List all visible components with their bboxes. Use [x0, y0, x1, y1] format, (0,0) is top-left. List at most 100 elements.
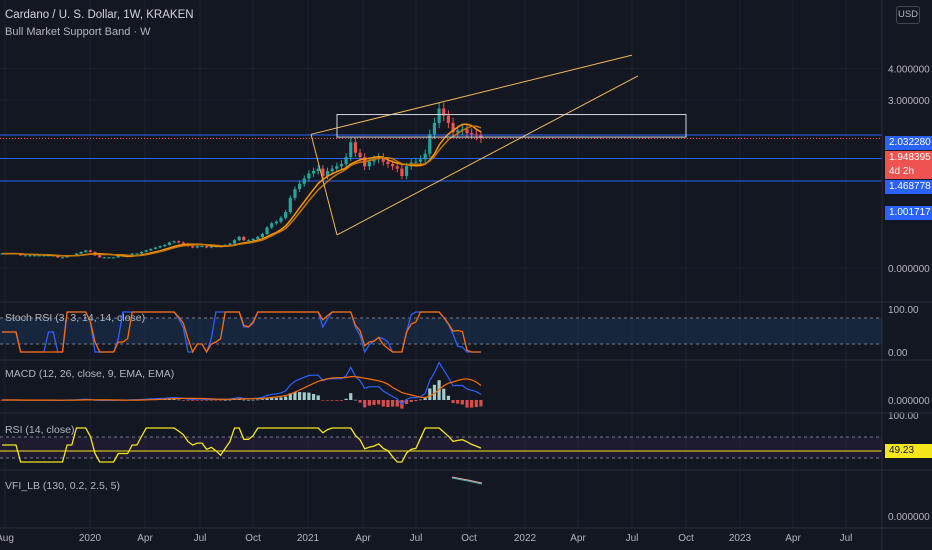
- candle: [432, 122, 437, 135]
- vfi-signal-line: [451, 477, 483, 485]
- candle: [428, 134, 432, 154]
- candle: [144, 250, 148, 252]
- candle: [307, 173, 311, 179]
- macd-histogram-bar: [316, 395, 320, 400]
- candle: [298, 183, 302, 190]
- candle: [135, 253, 139, 255]
- candle: [386, 161, 390, 164]
- macd-histogram-bar: [228, 399, 232, 401]
- macd-histogram-bar: [251, 399, 255, 401]
- macd-histogram-bar: [311, 393, 316, 400]
- candle: [372, 159, 376, 162]
- last-price-badge: 1.948395: [885, 151, 932, 165]
- x-tick-label: Apr: [355, 533, 371, 544]
- macd-histogram-bar: [172, 399, 176, 400]
- stoch-d-line: [2, 311, 481, 354]
- candle: [474, 134, 478, 136]
- macd-histogram-bar: [242, 399, 246, 401]
- support-band-line: [2, 123, 482, 258]
- candle: [84, 250, 88, 252]
- macd-histogram-bar: [256, 399, 260, 401]
- macd-histogram-bar: [386, 400, 390, 408]
- x-tick-label: Oct: [245, 533, 261, 544]
- macd-histogram-bar: [302, 392, 306, 400]
- candle: [284, 212, 288, 218]
- candle: [381, 157, 385, 162]
- channel-upper-line: [310, 54, 633, 135]
- x-tick-label: 2021: [297, 533, 320, 544]
- macd-histogram-bar: [423, 396, 427, 400]
- candle: [465, 129, 469, 134]
- macd-histogram-bar: [465, 400, 469, 408]
- candle: [149, 248, 153, 251]
- macd-histogram-bar: [288, 393, 292, 400]
- indicator-legend: Bull Market Support Band · W: [5, 26, 151, 38]
- candle: [339, 163, 344, 167]
- x-tick-label: Oct: [678, 533, 694, 544]
- x-tick-label: 2023: [729, 533, 752, 544]
- rsi-pane: 100.00: [0, 411, 919, 463]
- stoch-rsi-label: Stoch RSI (3, 3, 14, 14, close): [5, 312, 146, 324]
- y-tick-label: 3.000000: [888, 96, 930, 107]
- candle: [311, 171, 316, 174]
- candle: [74, 253, 78, 256]
- countdown-badge: 4d 2h: [885, 165, 932, 179]
- macd-histogram-bar: [363, 400, 367, 408]
- x-tick-label: Jul: [626, 533, 639, 544]
- candle: [167, 242, 171, 245]
- stoch-tick-label: 0.00: [888, 348, 908, 359]
- macd-histogram-bar: [186, 400, 190, 401]
- macd-histogram-bar: [339, 400, 344, 401]
- candle: [270, 223, 274, 228]
- macd-histogram-bar: [418, 399, 423, 401]
- macd-histogram-bar: [470, 400, 474, 408]
- candle: [335, 166, 339, 169]
- rsi-tick-label: 100.00: [888, 411, 919, 422]
- currency-button[interactable]: USD: [896, 6, 920, 24]
- macd-histogram-bar: [293, 392, 297, 400]
- x-tick-label: 2020: [79, 533, 102, 544]
- x-tick-label: Oct: [461, 533, 477, 544]
- macd-histogram-bar: [451, 400, 455, 403]
- macd-histogram-bar: [200, 400, 204, 401]
- candle: [191, 246, 195, 248]
- macd-histogram-bar: [279, 397, 283, 400]
- x-tick-label: Jul: [840, 533, 853, 544]
- x-tick-label: Jul: [194, 533, 207, 544]
- candle: [172, 241, 176, 243]
- candle: [42, 255, 46, 257]
- macd-histogram-bar: [428, 388, 432, 400]
- macd-histogram-bar: [446, 395, 450, 400]
- candle: [367, 161, 371, 167]
- support-band: [2, 123, 482, 258]
- level-badge-3: 1.001717: [885, 206, 932, 220]
- macd-histogram-bar: [395, 400, 399, 407]
- macd-histogram-bar: [372, 400, 376, 405]
- macd-tick-label: 0.000000: [888, 396, 930, 407]
- macd-histogram-bar: [381, 400, 385, 407]
- candle: [442, 108, 446, 116]
- macd-histogram-bar: [335, 400, 339, 401]
- macd-histogram-bar: [377, 400, 381, 405]
- x-tick-label: Apr: [137, 533, 153, 544]
- macd-histogram-bar: [191, 400, 195, 401]
- candle: [274, 221, 278, 224]
- macd-histogram-bar: [474, 400, 478, 408]
- macd-histogram-bar: [274, 397, 278, 400]
- candle: [437, 108, 441, 123]
- macd-histogram-bar: [358, 400, 362, 403]
- support-band-line: [2, 125, 482, 257]
- candle: [195, 246, 199, 248]
- rsi-band-fill: [0, 437, 882, 458]
- candle: [246, 240, 251, 242]
- macd-histogram-bar: [0, 400, 4, 401]
- candle: [456, 130, 460, 133]
- candle: [228, 243, 232, 245]
- macd-histogram-bar: [432, 384, 437, 400]
- macd-histogram-bar: [414, 400, 418, 402]
- stoch-rsi-pane: 100.00 0.00: [0, 305, 919, 359]
- candle: [177, 241, 181, 243]
- x-tick-label: Aug: [0, 533, 14, 544]
- candle: [470, 133, 474, 135]
